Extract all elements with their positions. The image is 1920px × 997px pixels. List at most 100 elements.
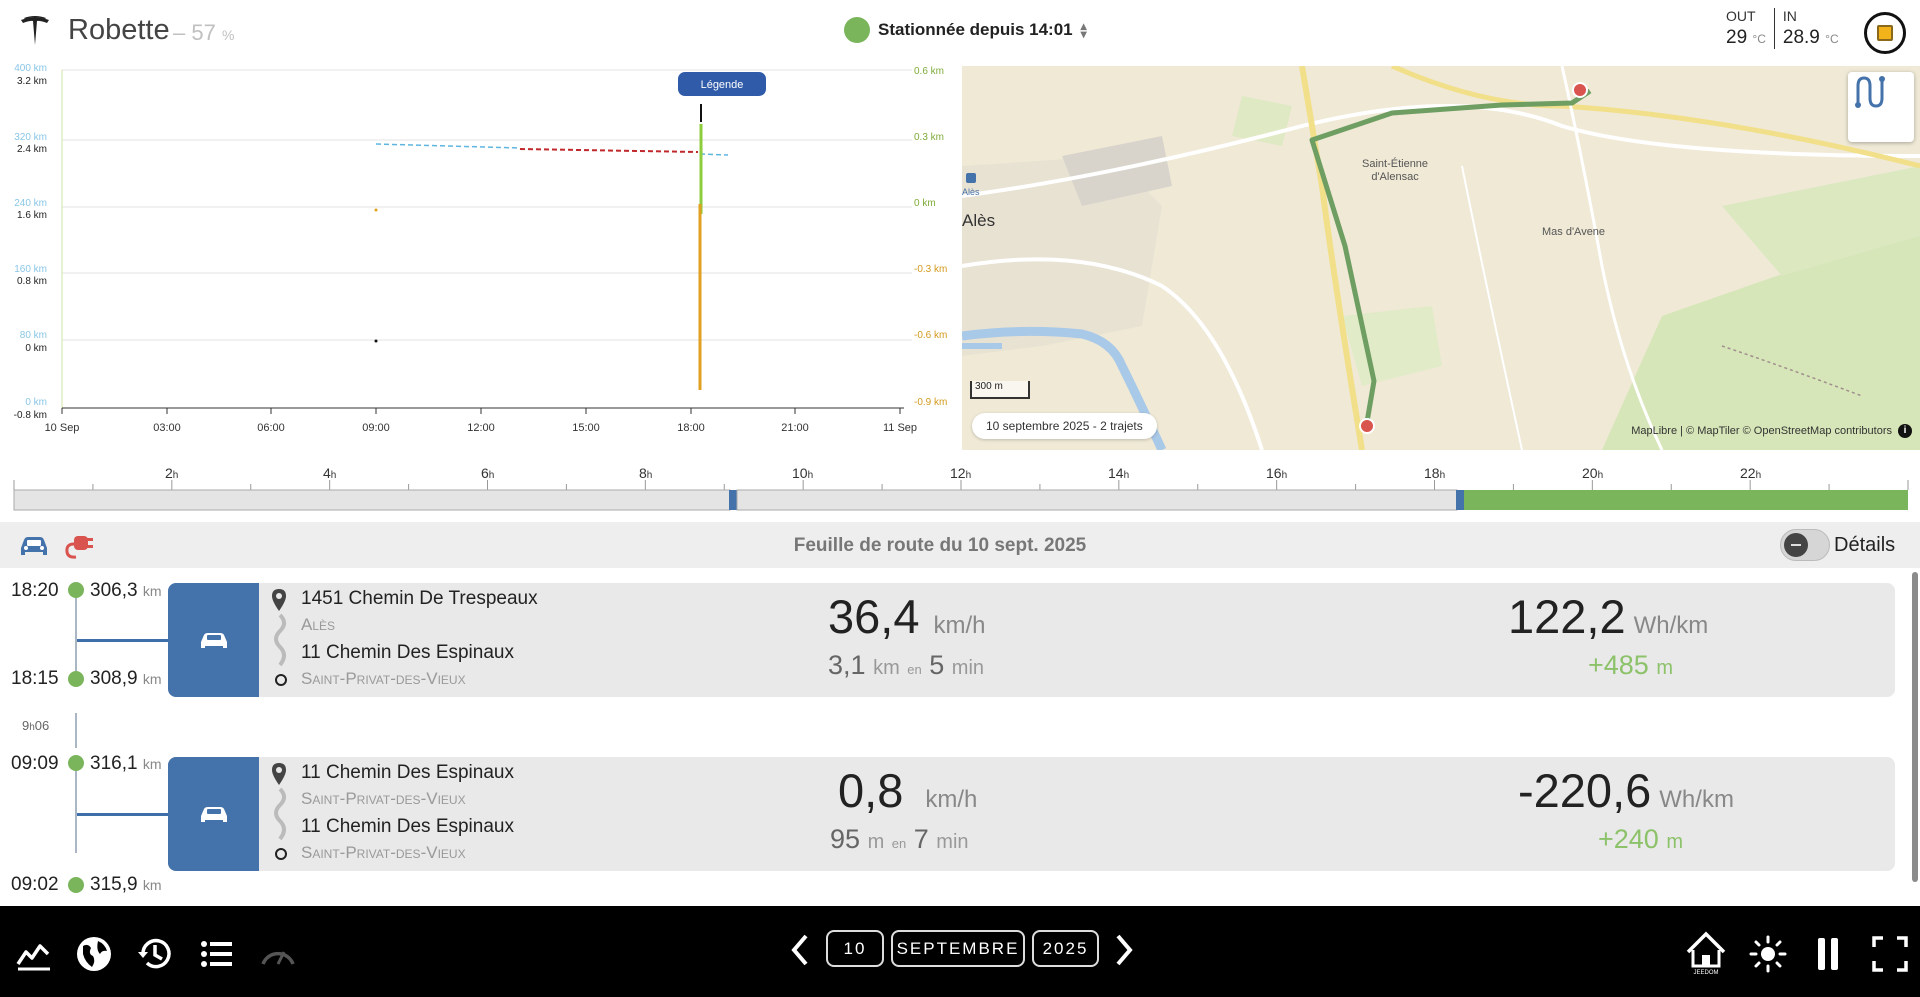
trip-start-dot [68,671,84,687]
timeline-idle-segment-2 [736,489,1458,511]
car-filter-icon[interactable] [18,532,50,558]
brightness-icon[interactable] [1748,934,1788,974]
trip-type-box [168,757,259,871]
map-tiles [962,66,1920,450]
month-selector[interactable]: SEPTEMBRE [891,930,1025,967]
map-attribution: MapLibre | © MapTiler © OpenStreetMap co… [1631,424,1912,438]
globe-icon[interactable] [74,934,114,974]
efficiency-unit: Wh/km [1659,786,1734,813]
x-tick-1: 03:00 [153,422,181,434]
timeline-hour-4: 10h [792,465,813,481]
route-line [1309,88,1592,423]
point-orange [374,208,378,212]
next-day-arrow-icon[interactable] [1112,932,1136,968]
elevation-gain: +485 m [1588,650,1674,680]
route-end-marker[interactable] [1572,82,1588,98]
tesla-logo-icon [21,16,49,45]
right-axis-4: -0.6 km [914,330,947,341]
to-city: Saint-Privat-des-Vieux [301,843,466,862]
scrollbar[interactable] [1910,568,1920,906]
left-axis-blue-4: 80 km [20,330,47,341]
x-tick-5: 15:00 [572,422,600,434]
chart-icon[interactable] [14,934,54,974]
timeline-hour-9: 20h [1582,465,1603,481]
fullscreen-icon[interactable] [1870,934,1910,974]
charge-filter-icon[interactable] [64,530,94,560]
point-black [374,339,378,343]
info-icon[interactable]: i [1898,424,1912,438]
trip-start-odometer: 315,9 km [90,874,162,895]
trip-end-dot [68,755,84,771]
route-squiggle-icon [274,613,286,667]
trip-connector [77,639,169,642]
left-axis-blue-1: 320 km [14,132,47,143]
map-station-label: Alès [962,187,980,197]
toggle-knob [1784,533,1808,557]
left-axis-blue-3: 160 km [14,264,47,275]
trip-end-dot [68,582,84,598]
timeline-trip-segment-1[interactable] [729,490,737,510]
from-address: 11 Chemin Des Espinaux [301,762,514,783]
park-status[interactable]: Stationnée depuis 14:01 ▴ ▾ [844,17,1087,43]
left-axis-black-4: 0 km [25,343,47,354]
location-pin-icon [272,763,286,785]
right-axis-3: -0.3 km [914,264,947,275]
jeedom-home-icon[interactable]: JEEDOM [1684,930,1728,976]
speed-unit: km/h [925,786,978,813]
trip-map[interactable]: Alès Alès Saint-Étienne d'Alensac Mas d'… [962,66,1920,450]
left-axis-blue-0: 400 km [14,64,47,74]
roadbook-title: Feuille de route du 10 sept. 2025 [793,535,1087,556]
temp-in-unit: °C [1825,32,1839,46]
timeline-hour-8: 18h [1424,465,1445,481]
x-tick-6: 18:00 [677,422,705,434]
range-line-light-blue [375,143,521,149]
map-route-button[interactable] [1848,72,1914,142]
temp-in-value: 28.9 [1782,27,1820,48]
temp-in-label: IN [1782,8,1797,24]
from-address: 1451 Chemin De Trespeaux [301,588,538,609]
trip-start-odometer: 308,9 km [90,668,162,689]
sort-arrows-icon[interactable]: ▴ ▾ [1080,19,1087,41]
temp-in: IN 28.9 °C [1773,8,1847,49]
battery-value: 57 [191,20,216,45]
x-tick-2: 06:00 [257,422,285,434]
details-label[interactable]: Détails [1834,534,1896,556]
day-selector[interactable]: 10 [826,930,884,967]
right-axis-5: -0.9 km [914,397,947,408]
temp-out-unit: °C [1752,32,1766,46]
destination-ring-icon [275,848,287,860]
trip-card[interactable]: 11 Chemin Des Espinaux Saint-Privat-des-… [168,757,1895,871]
timeline-connector [75,590,77,680]
year-selector[interactable]: 2025 [1032,930,1099,967]
battery-separator: – [173,20,186,45]
timeline-hour-1: 4h [323,465,336,481]
legend-button[interactable] [678,72,766,96]
map-date-badge: 10 septembre 2025 - 2 trajets [972,413,1157,439]
day-timeline[interactable]: 2h 4h 6h 8h 10h 12h 14h 16h 18h 20h 22h [0,450,1920,522]
details-toggle[interactable] [1780,529,1830,561]
left-axis-black-2: 1.6 km [17,210,47,221]
history-icon[interactable] [135,934,175,974]
trip-card[interactable]: 1451 Chemin De Trespeaux Alès 11 Chemin … [168,583,1895,697]
range-line-red [519,148,699,153]
speedometer-icon[interactable] [258,934,298,974]
route-start-marker[interactable] [1359,418,1375,434]
trip-list[interactable]: 18:20 306,3 km 18:15 308,9 km 1451 Chemi… [0,568,1920,906]
map-village-label: Saint-Étienne d'Alensac [1362,158,1429,183]
route-icon [1855,76,1885,108]
list-icon[interactable] [197,934,237,974]
x-tick-0: 10 Sep [45,422,80,434]
pause-icon[interactable] [1808,934,1848,974]
trip-end-time: 18:20 [11,580,59,601]
distance-duration: 3,1 km en 5 min [828,650,985,680]
efficiency-value: 122,2 [1508,590,1626,643]
timeline-svg: 2h 4h 6h 8h 10h 12h 14h 16h 18h 20h 22h [13,465,1909,511]
car-name[interactable]: Robette [68,14,170,46]
timeline-trip-segment-2[interactable] [1456,490,1464,510]
stop-button[interactable] [1864,12,1906,54]
previous-day-arrow-icon[interactable] [788,932,812,968]
left-axis-black-1: 2.4 km [17,144,47,155]
timeline-hour-7: 16h [1266,465,1287,481]
scrollbar-thumb[interactable] [1912,572,1918,882]
timeline-hour-3: 8h [639,465,652,481]
